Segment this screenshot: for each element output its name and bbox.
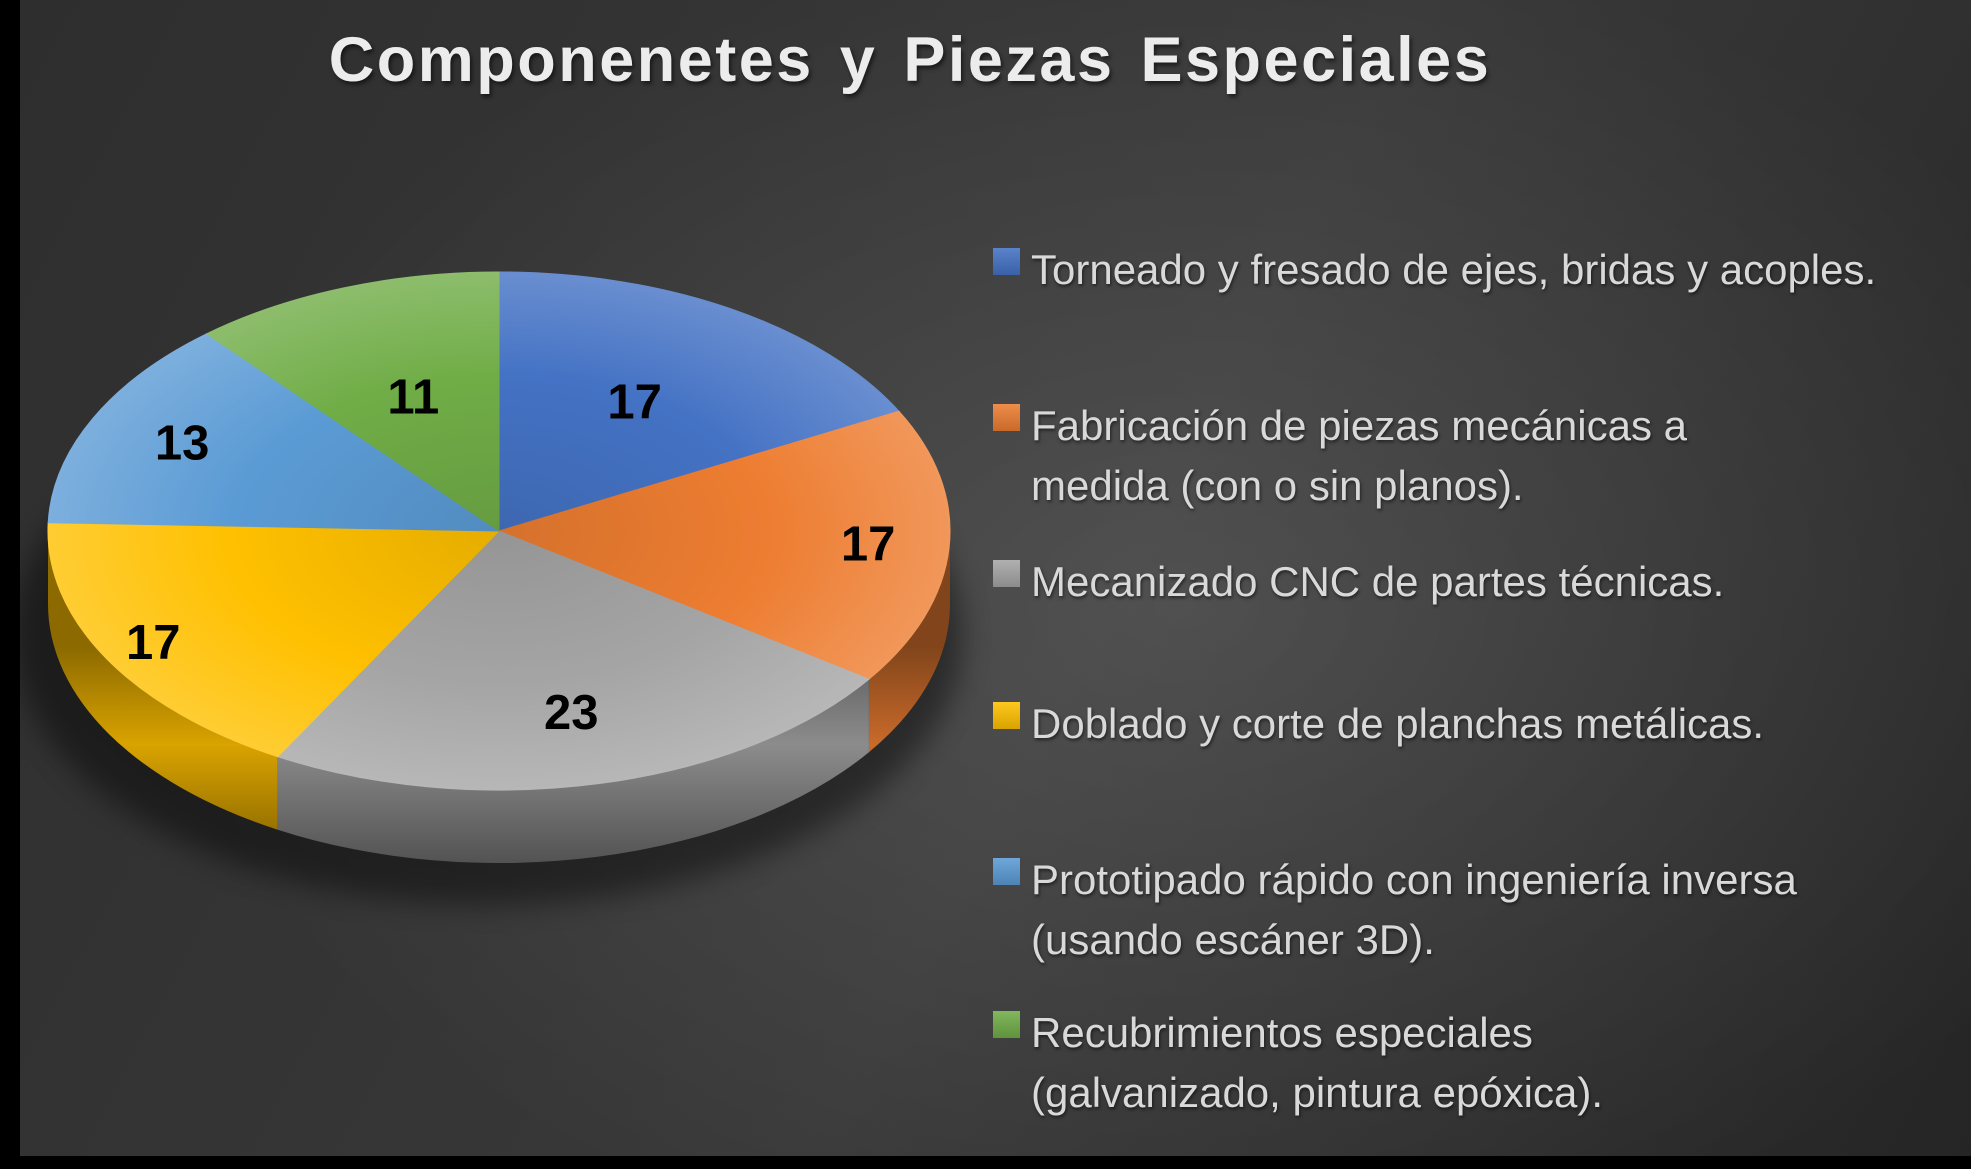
legend-item-label: Prototipado rápido con ingeniería invers… xyxy=(1031,856,1797,963)
legend-item: Doblado y corte de planchas metálicas. xyxy=(993,694,1953,754)
legend-color-swatch xyxy=(993,248,1020,275)
pie-slice-side-1 xyxy=(868,531,950,753)
letterbox-bottom-bar xyxy=(0,1156,1971,1169)
pie-value-label: 11 xyxy=(387,370,439,424)
pie-slice-5 xyxy=(205,271,500,532)
legend-item: Mecanizado CNC de partes técnicas. xyxy=(993,552,1953,612)
pie-slice-3 xyxy=(47,522,501,758)
pie-slice-1 xyxy=(497,410,951,680)
pie-slice-side-2 xyxy=(277,679,869,864)
legend-item: Torneado y fresado de ejes, bridas y aco… xyxy=(993,240,1893,300)
legend-item: Fabricación de piezas mecánicas a medida… xyxy=(993,396,1793,515)
chart-legend: Torneado y fresado de ejes, bridas y aco… xyxy=(993,0,1943,1169)
pie-slice-2 xyxy=(276,530,870,791)
pie-value-label: 17 xyxy=(607,376,662,430)
legend-item-label: Torneado y fresado de ejes, bridas y aco… xyxy=(1031,246,1877,293)
pie-value-label: 13 xyxy=(155,416,210,470)
legend-item: Recubrimientos especiales (galvanizado, … xyxy=(993,1003,1753,1122)
legend-item: Prototipado rápido con ingeniería invers… xyxy=(993,850,1813,969)
legend-item-label: Recubrimientos especiales (galvanizado, … xyxy=(1031,1009,1604,1116)
pie-value-label: 23 xyxy=(544,686,599,740)
legend-color-swatch xyxy=(993,1011,1020,1038)
legend-item-label: Doblado y corte de planchas metálicas. xyxy=(1031,700,1765,747)
legend-item-label: Fabricación de piezas mecánicas a medida… xyxy=(1031,402,1688,509)
pie-value-label: 17 xyxy=(841,518,896,572)
legend-color-swatch xyxy=(993,858,1020,885)
legend-color-swatch xyxy=(993,702,1020,729)
pie-slice-0 xyxy=(498,271,900,532)
letterbox-left-bar xyxy=(0,0,20,1169)
legend-item-label: Mecanizado CNC de partes técnicas. xyxy=(1031,558,1725,605)
legend-color-swatch xyxy=(993,560,1020,587)
pie-value-label: 17 xyxy=(126,616,181,670)
pie-slice-side-3 xyxy=(47,531,278,830)
pie-slice-4 xyxy=(47,333,501,532)
chart-title: Componenetes y Piezas Especiales xyxy=(328,25,1492,95)
legend-color-swatch xyxy=(993,404,1020,431)
